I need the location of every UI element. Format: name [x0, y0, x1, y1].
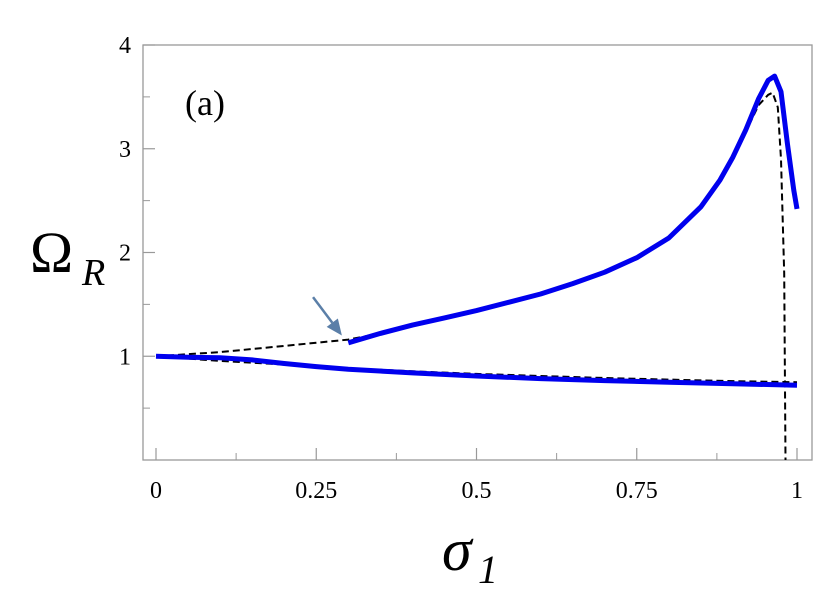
y-axis-title-base: Ω: [30, 220, 73, 285]
y-tick-label: 4: [119, 33, 131, 59]
x-tick-label: 0: [150, 478, 162, 504]
x-axis-title: σ 1: [442, 517, 498, 592]
x-tick-label: 0.25: [295, 478, 337, 504]
y-axis-title-sub: R: [81, 252, 105, 294]
plot-border: [142, 44, 813, 461]
axis-ticks: 0 0.25 0.5 0.75 1 1 2 3 4: [119, 33, 803, 504]
plot-frame: [142, 44, 813, 461]
y-tick-label: 3: [119, 137, 131, 163]
annotation-layer: [312, 296, 342, 336]
x-axis-title-base: σ: [442, 517, 474, 583]
y-axis-title: Ω R: [30, 220, 105, 294]
solid-series-line: [347, 73, 800, 346]
panel-label: (a): [185, 83, 225, 123]
arrow-shaft: [312, 296, 334, 324]
x-axis-title-sub: 1: [478, 547, 498, 592]
solid-series-line: [155, 353, 798, 388]
y-tick-label: 2: [119, 241, 131, 267]
dashed-series-line: [155, 91, 787, 461]
x-tick-label: 0.75: [616, 478, 658, 504]
y-tick-label: 1: [119, 344, 131, 370]
arrow-head: [326, 318, 342, 336]
series-layer: [155, 73, 800, 461]
x-tick-label: 0.5: [462, 478, 492, 504]
x-tick-label: 1: [791, 478, 803, 504]
